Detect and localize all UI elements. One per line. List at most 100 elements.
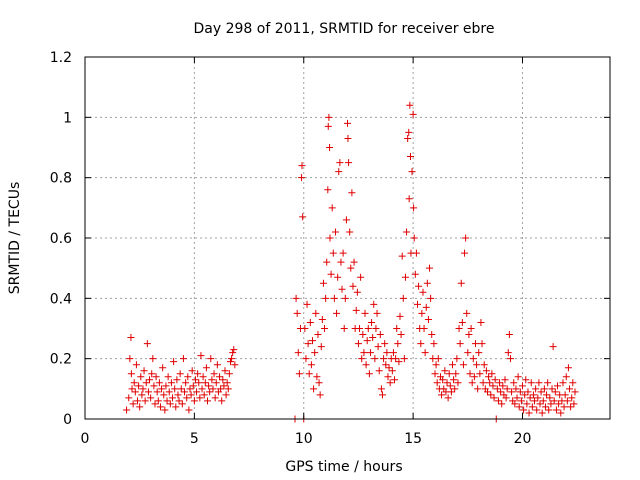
data-point <box>388 367 396 375</box>
data-point <box>220 382 228 390</box>
data-point <box>143 340 151 348</box>
data-point <box>433 379 441 387</box>
data-point <box>377 385 385 393</box>
data-point <box>392 355 400 363</box>
data-point <box>166 400 174 408</box>
data-point <box>314 331 322 339</box>
data-point <box>331 228 339 236</box>
data-point <box>217 385 225 393</box>
data-point <box>480 361 488 369</box>
data-point <box>494 397 502 405</box>
data-point <box>540 385 548 393</box>
y-tick-label: 0.2 <box>50 352 72 368</box>
data-point <box>325 113 333 121</box>
data-point <box>139 385 147 393</box>
data-point <box>459 361 467 369</box>
data-point <box>525 409 533 417</box>
data-point <box>447 388 455 396</box>
data-point <box>322 294 330 302</box>
data-point <box>156 403 164 411</box>
data-point <box>474 385 482 393</box>
data-point <box>309 337 316 345</box>
data-point <box>306 318 314 326</box>
data-point <box>161 406 169 414</box>
data-point <box>487 391 495 399</box>
y-tick-label: 1 <box>63 110 72 126</box>
data-point <box>468 379 476 387</box>
data-point <box>391 376 399 384</box>
data-point <box>140 367 148 375</box>
data-point <box>201 379 209 387</box>
data-point <box>185 406 193 414</box>
data-point <box>231 361 239 369</box>
data-point <box>171 385 179 393</box>
data-point <box>383 349 391 357</box>
data-point <box>154 397 162 405</box>
data-point <box>488 370 496 378</box>
data-point <box>456 340 464 348</box>
data-point <box>370 300 378 308</box>
y-tick-label: 0 <box>63 412 72 428</box>
data-point <box>328 204 336 212</box>
data-point <box>349 282 357 290</box>
data-point <box>136 403 144 411</box>
data-point <box>520 406 528 414</box>
data-point <box>178 400 186 408</box>
data-point <box>365 370 373 378</box>
data-point <box>559 379 567 387</box>
x-tick-label: 5 <box>190 431 199 447</box>
data-point <box>506 355 514 363</box>
data-point <box>330 294 338 302</box>
data-point <box>569 379 577 387</box>
data-point <box>521 391 529 399</box>
data-point <box>177 385 185 393</box>
data-point <box>393 325 401 332</box>
data-point <box>427 294 435 302</box>
data-point <box>347 264 355 272</box>
data-point <box>181 388 189 396</box>
data-point <box>158 385 166 393</box>
data-point <box>317 343 325 351</box>
data-point <box>327 270 335 278</box>
data-point <box>321 325 329 332</box>
data-point <box>449 361 456 369</box>
data-point <box>153 388 161 396</box>
data-point <box>523 400 531 408</box>
data-point <box>148 370 156 378</box>
data-point <box>183 394 191 402</box>
data-point <box>538 409 546 417</box>
data-point <box>216 373 224 381</box>
data-point <box>475 349 483 357</box>
data-point <box>408 168 416 176</box>
data-point <box>496 379 504 387</box>
data-point <box>190 397 198 405</box>
data-point <box>532 385 540 393</box>
data-point <box>381 340 389 348</box>
data-point <box>467 325 475 332</box>
data-point <box>129 400 137 408</box>
data-point <box>361 309 369 317</box>
data-point <box>188 367 196 375</box>
data-point <box>430 340 438 348</box>
data-point <box>360 349 368 357</box>
data-point <box>443 379 451 387</box>
data-point <box>452 370 460 378</box>
data-point <box>135 382 143 390</box>
data-point <box>324 186 332 194</box>
data-point <box>409 110 417 118</box>
data-point <box>302 355 310 363</box>
data-point <box>471 340 479 348</box>
data-point <box>385 364 393 372</box>
y-tick-label: 0.4 <box>50 291 72 307</box>
data-point <box>498 400 506 408</box>
data-point <box>326 234 334 242</box>
data-point <box>313 373 321 381</box>
data-point <box>405 128 413 136</box>
data-point <box>478 340 486 348</box>
data-point <box>372 325 380 332</box>
data-point <box>371 355 379 363</box>
data-point <box>150 382 158 390</box>
data-point <box>486 379 494 387</box>
data-point <box>499 382 507 390</box>
data-point <box>207 355 215 363</box>
